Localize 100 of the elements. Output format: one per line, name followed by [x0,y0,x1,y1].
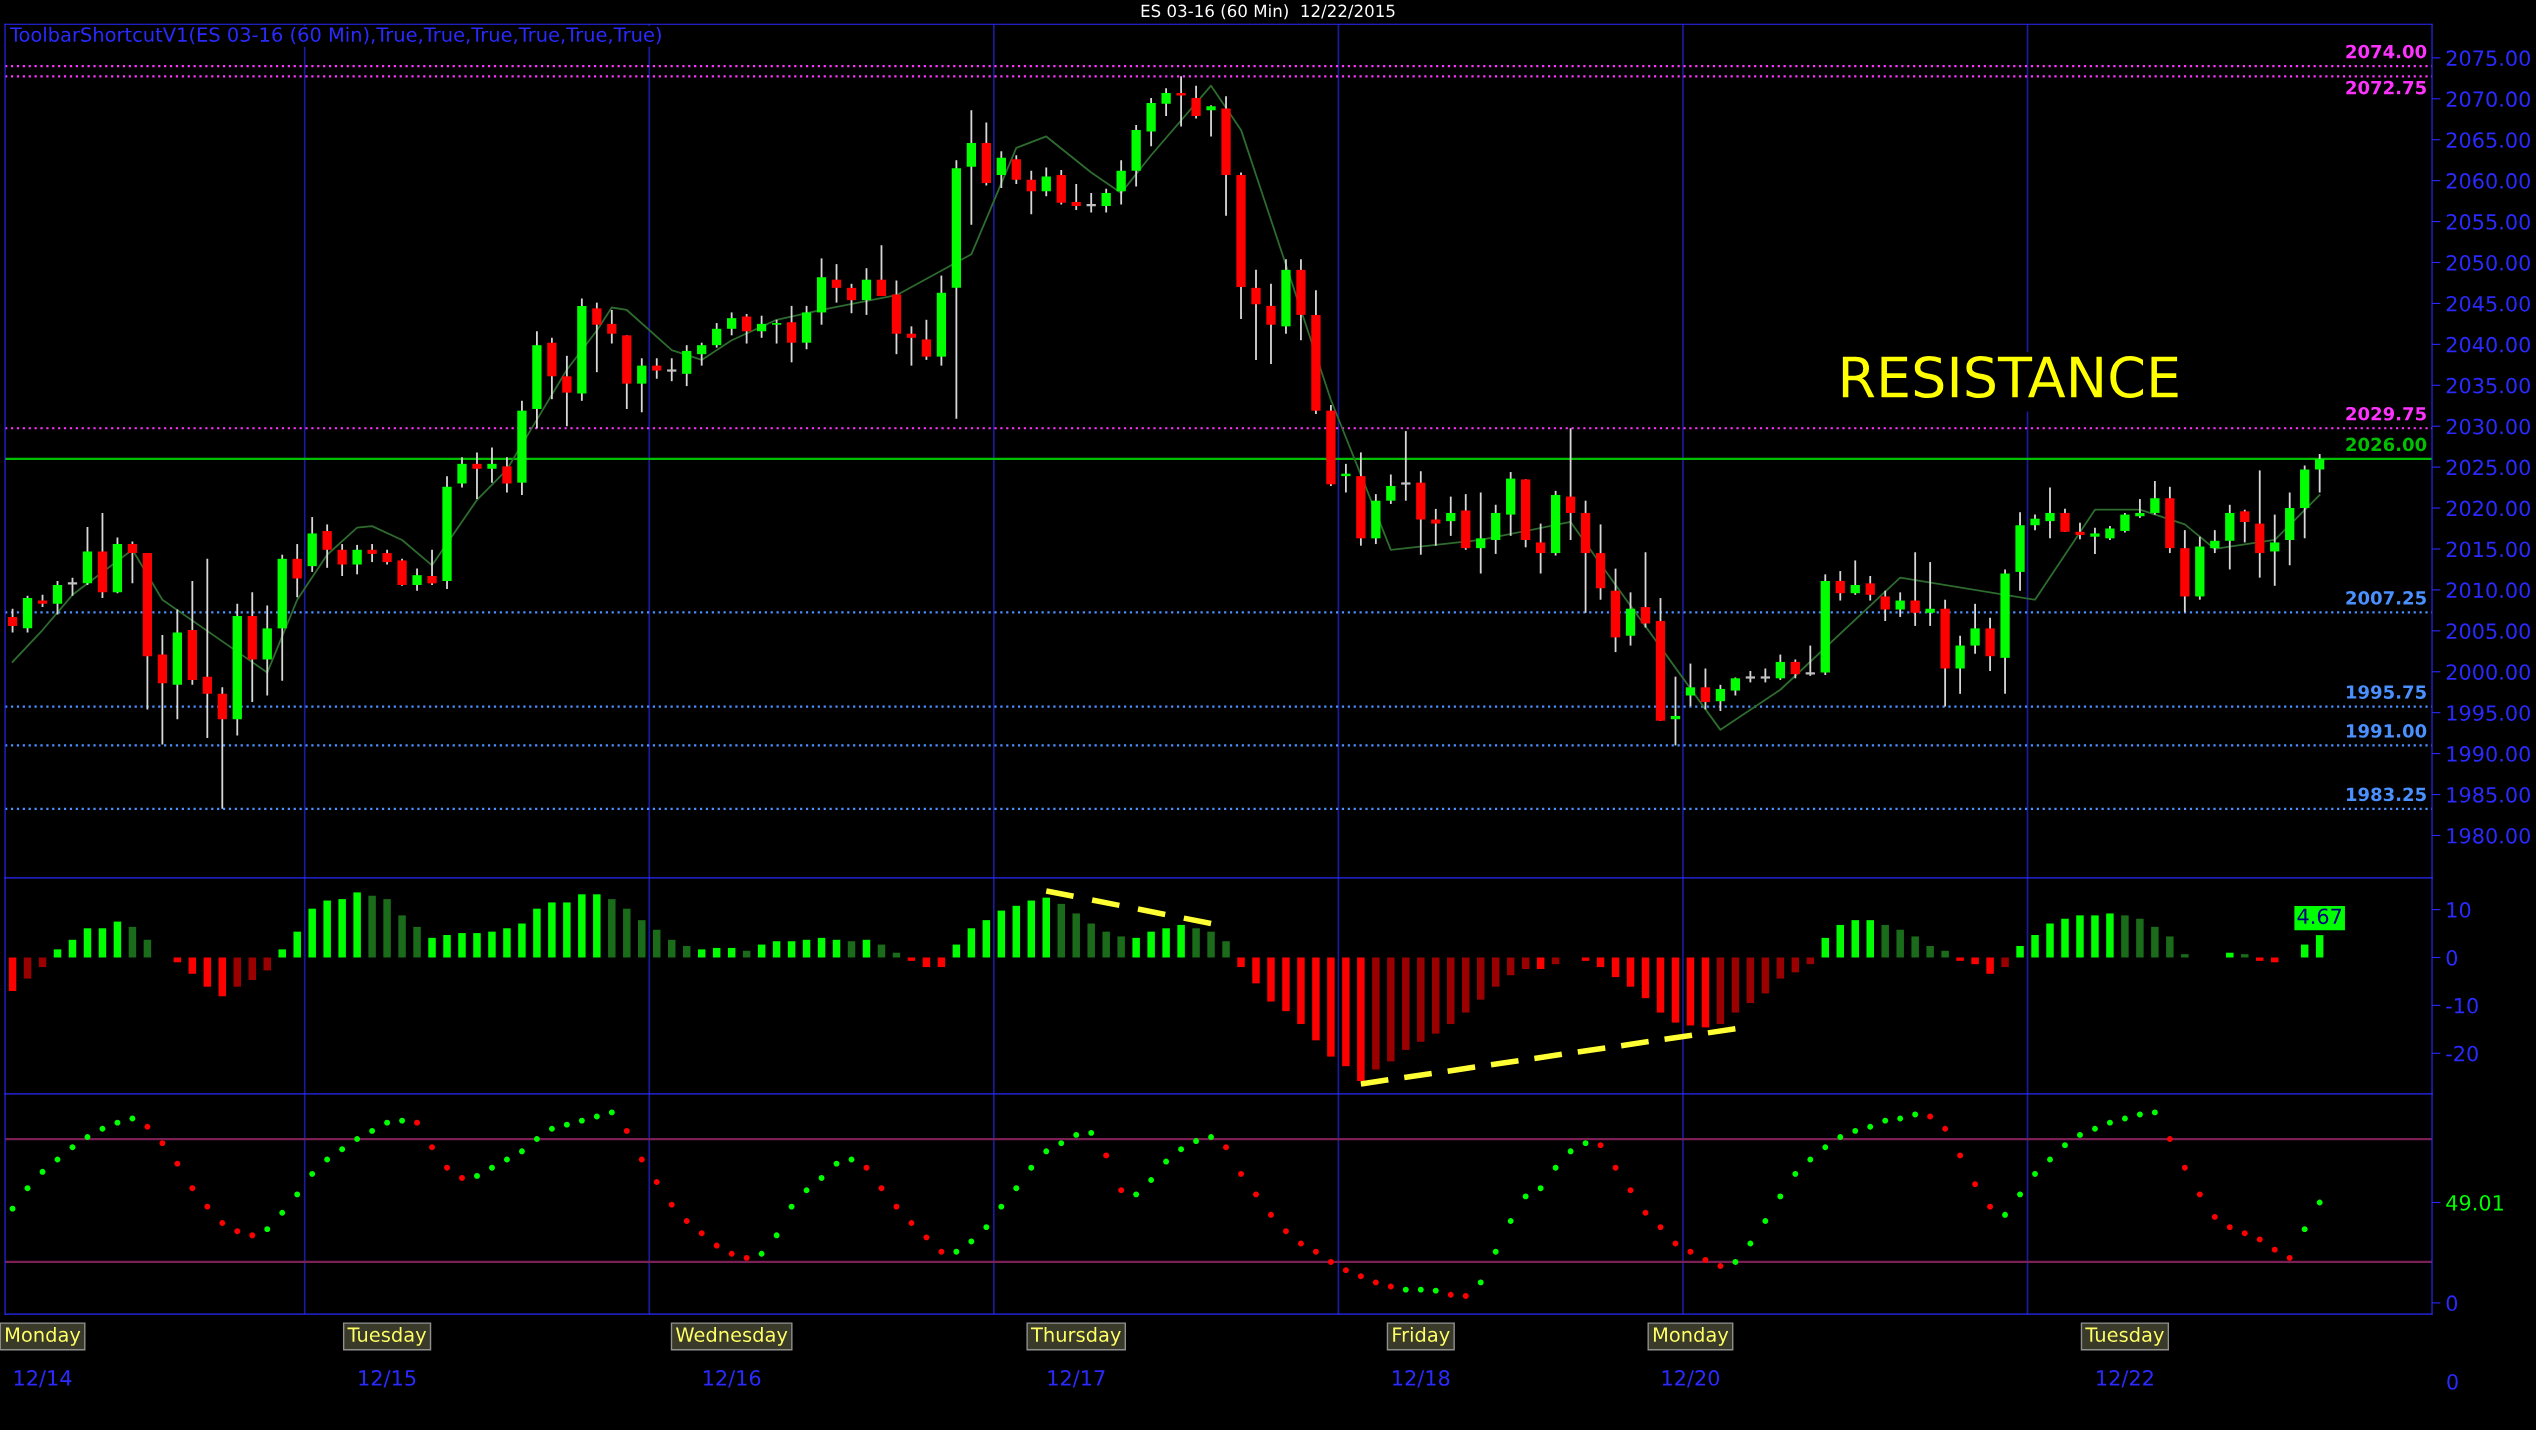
ref-line-label: 2007.25 [2346,591,2426,605]
x-tick-label: 12/16 [703,1370,761,1388]
bar [1656,957,1665,1013]
candlestick [1266,282,1276,365]
candlestick [1640,551,1651,629]
candlestick [1011,154,1021,185]
bar [2031,934,2039,958]
candlestick [756,314,767,339]
candlestick [1715,683,1726,712]
bar [1207,931,1215,958]
bar [1177,924,1185,958]
bar [593,894,601,958]
candlestick [1565,427,1576,541]
candlestick [607,309,617,345]
bar [278,949,286,958]
bar [1012,905,1021,958]
candlestick [1161,87,1171,117]
text: Tuesday [347,1326,427,1346]
bar [1731,957,1740,1013]
candlestick [637,357,647,414]
bar [967,928,976,958]
candlestick [1176,75,1186,128]
ref-line-label: 2072.75 [2346,80,2426,95]
bar [398,915,406,958]
bar [1986,957,1994,974]
candlestick [52,579,63,616]
bar [1476,957,1485,1000]
bar [488,931,496,958]
text: Monday [1653,1326,1729,1346]
y-tick-label: 2010.00 [2446,582,2530,599]
bar [1671,957,1680,1023]
bar [1776,957,1785,979]
chart-subtitle: ToolbarShortcutV1(ES 03-16 (60 Min),True,True,True,True,True,True) [9,26,661,45]
y-tick-label: 1980.00 [2447,827,2530,844]
bar [548,902,556,958]
candlestick [457,456,467,489]
bar [128,926,137,958]
bar [1506,957,1515,976]
text: Wednesday [676,1326,788,1346]
bar [1102,931,1110,958]
bar [23,957,32,979]
bar [413,926,421,958]
bar [1641,957,1650,999]
text: Monday [6,1326,81,1346]
candlestick [1251,268,1261,361]
bar [2256,957,2264,961]
candlestick [1116,159,1126,206]
bar [682,946,691,958]
annotation: RESISTANCE [1842,356,2178,399]
bar [338,899,346,958]
bar [2241,954,2249,958]
candlestick [2045,486,2055,540]
bar [2001,957,2009,968]
bar [518,923,526,958]
y-tick-label: 10 [2447,902,2471,918]
candlestick [1536,522,1546,575]
bar [1941,950,1949,958]
bar [188,957,197,974]
candlestick [487,446,497,484]
candlestick [1835,570,1845,602]
candlestick [1670,675,1681,747]
bar [1372,957,1380,1070]
bar [1447,957,1455,1025]
candlestick [1850,559,1860,596]
x-tick-label: 12/22 [2097,1370,2153,1388]
bar [907,957,916,961]
candlestick [352,543,362,576]
bar [563,902,571,958]
bar [1851,920,1859,958]
bar [2151,926,2159,958]
bar [113,921,122,958]
bar [218,957,227,997]
y-tick-label: 2040.00 [2446,336,2530,353]
bar [1342,957,1350,1067]
bar [997,910,1006,958]
bar [772,941,781,958]
bar [1806,957,1815,965]
bar [353,892,361,958]
bar [1417,957,1425,1042]
ref-line-label: 2026.00 [2346,437,2427,452]
bar [623,908,631,958]
bar [233,957,242,987]
candlestick [921,318,932,361]
bar [473,933,481,958]
bar [1701,957,1710,1028]
x-tick-label: 12/20 [1662,1370,1720,1388]
text: Tuesday [2085,1326,2164,1346]
ref-line-label: 2029.75 [2346,406,2426,421]
bar [1746,957,1755,1003]
bar [1866,920,1874,958]
bar [1791,957,1800,973]
y-tick-label: 2075.00 [2446,50,2530,67]
bar [1911,936,1919,958]
bar [1297,957,1305,1025]
bar [2315,935,2324,958]
bar [1881,924,1889,958]
candlestick [1041,166,1051,198]
y-tick-label: 0 [2446,1295,2458,1312]
candlestick [2210,529,2220,554]
bar [2076,915,2084,958]
